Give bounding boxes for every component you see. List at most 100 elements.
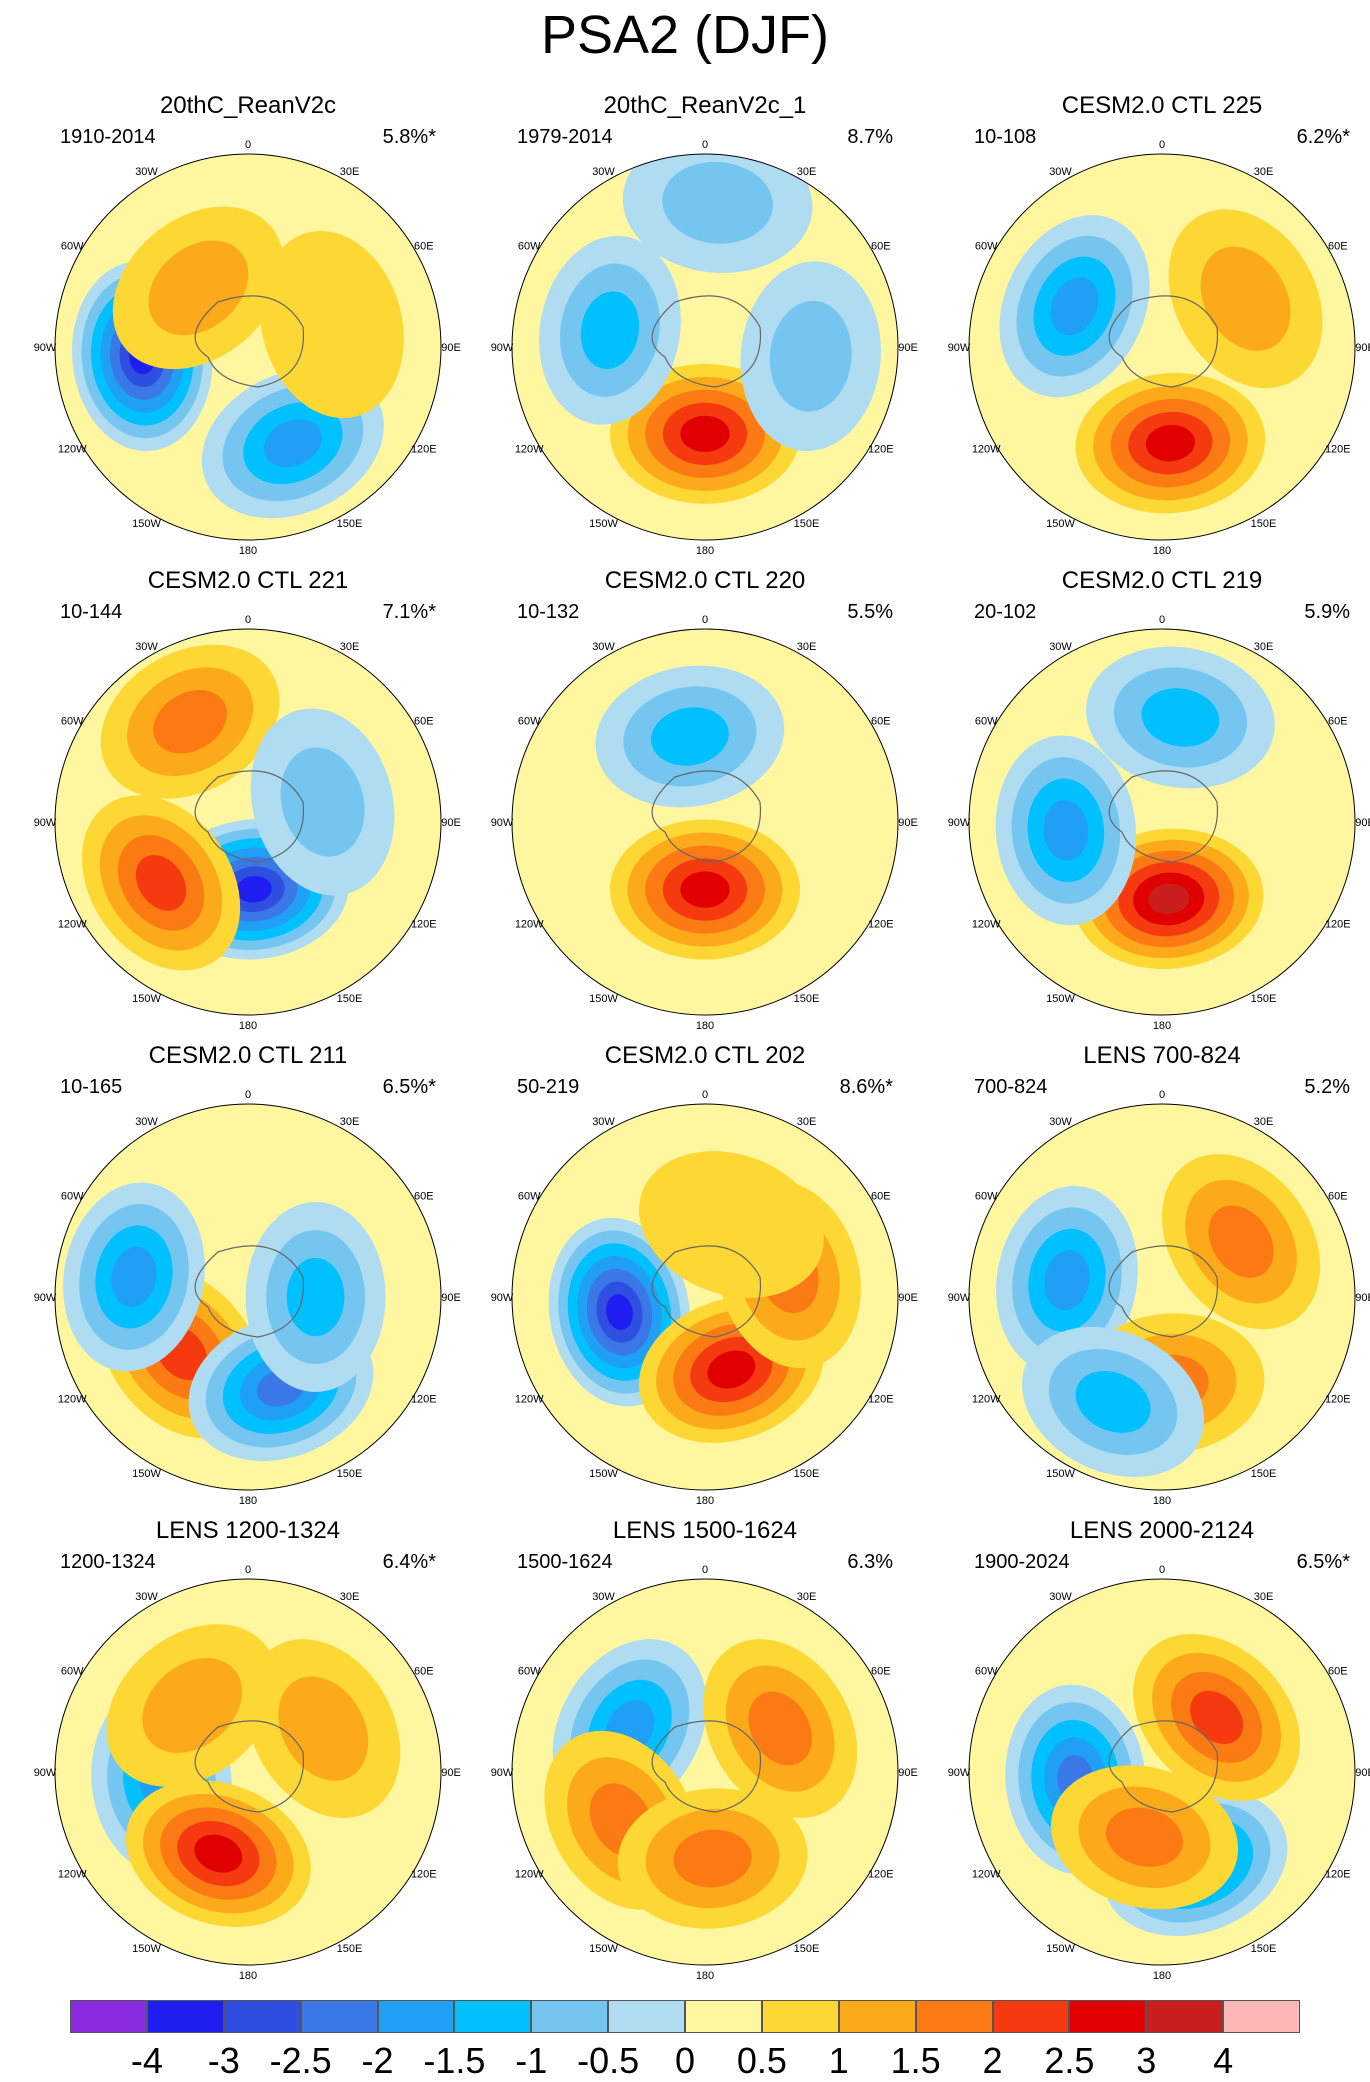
antarctica-coastline	[1108, 1245, 1219, 1338]
longitude-label: 30W	[1049, 641, 1072, 653]
anomaly-contour	[1190, 1690, 1244, 1744]
map-border	[511, 1578, 899, 1966]
longitude-label: 60E	[414, 241, 434, 253]
longitude-label: 120E	[868, 1394, 894, 1406]
colorbar-swatch	[1146, 2000, 1224, 2033]
polar-map: 0 30E 60E 90E 120E 150E 180 150W 120W 90W 60W 30W	[491, 1089, 918, 1507]
longitude-label: 150W	[1046, 1943, 1075, 1955]
anomaly-contour	[680, 871, 730, 908]
longitude-label: 90W	[948, 1767, 971, 1779]
longitude-label: 150W	[132, 1468, 161, 1480]
colorbar-tick-label: -0.5	[577, 2040, 640, 2081]
colorbar-swatch	[761, 2000, 839, 2033]
map-panel: 0 30E 60E 90E 120E 150E 180 150W 120W 90W 60W 30W CE…	[20, 1042, 476, 1514]
longitude-label: 30E	[1254, 1591, 1274, 1603]
longitude-label: 90W	[948, 817, 971, 829]
colorbar-swatch	[300, 2000, 378, 2033]
map-panel: 0 30E 60E 90E 120E 150E 180 150W 120W 90W 60W 30W LE…	[20, 1517, 476, 1989]
longitude-label: 60W	[975, 1666, 998, 1678]
longitude-label: 120E	[868, 1869, 894, 1881]
panel-title: LENS 1500-1624	[612, 1517, 798, 1544]
colorbar-swatch	[531, 2000, 609, 2033]
longitude-label: 30W	[1049, 166, 1072, 178]
longitude-label: 30E	[797, 1591, 817, 1603]
antarctica-coastline	[651, 295, 762, 388]
longitude-label: 180	[239, 545, 257, 557]
map-border	[968, 1103, 1356, 1491]
panel-variance: 7.1%*	[382, 601, 436, 623]
longitude-label: 120E	[411, 444, 437, 456]
longitude-label: 150W	[1046, 518, 1075, 530]
antarctica-coastline	[194, 295, 305, 388]
longitude-label: 60E	[1328, 241, 1348, 253]
anomaly-contour	[280, 747, 365, 857]
colorbar-tick-label: 3	[1136, 2040, 1157, 2081]
longitude-label: 60W	[518, 1666, 541, 1678]
panel-title: CESM2.0 CTL 225	[1061, 92, 1263, 119]
antarctica-coastline	[1108, 1720, 1219, 1813]
longitude-label: 0	[702, 1564, 708, 1576]
longitude-label: 180	[1153, 1970, 1171, 1982]
colorbar-swatch	[685, 2000, 762, 2033]
longitude-label: 30E	[797, 166, 817, 178]
panel-variance: 6.2%*	[1296, 126, 1350, 148]
map-panel: 0 30E 60E 90E 120E 150E 180 150W 120W 90W 60W 30W LE…	[934, 1517, 1370, 1989]
panel-variance: 6.3%	[847, 1551, 893, 1573]
panel-title: LENS 1200-1324	[155, 1517, 341, 1544]
longitude-label: 180	[696, 545, 714, 557]
antarctica-coastline	[651, 770, 762, 863]
longitude-label: 90W	[491, 342, 514, 354]
colorbar-swatch	[992, 2000, 1070, 2033]
longitude-label: 60W	[518, 1191, 541, 1203]
longitude-label: 0	[702, 614, 708, 626]
anomaly-contour	[1075, 1371, 1151, 1433]
panel-period: 10-165	[60, 1076, 123, 1098]
longitude-label: 150W	[132, 1943, 161, 1955]
map-border	[54, 153, 442, 541]
longitude-label: 60W	[518, 716, 541, 728]
longitude-label: 60W	[61, 1666, 84, 1678]
colorbar-swatch	[608, 2000, 685, 2033]
longitude-label: 30E	[340, 1591, 360, 1603]
longitude-label: 30W	[592, 166, 615, 178]
longitude-label: 60W	[61, 241, 84, 253]
longitude-label: 120W	[972, 1869, 1001, 1881]
longitude-label: 90W	[34, 1767, 57, 1779]
polar-map: 0 30E 60E 90E 120E 150E 180 150W 120W 90W 60W 30W	[948, 1089, 1370, 1507]
panel-period: 50-219	[517, 1076, 580, 1098]
antarctica-coastline	[194, 770, 305, 863]
anomaly-contour	[580, 291, 640, 370]
longitude-label: 90E	[898, 342, 918, 354]
longitude-label: 180	[696, 1970, 714, 1982]
longitude-label: 0	[1159, 614, 1165, 626]
colorbar-tick-label: 0	[674, 2040, 696, 2081]
anomaly-contour	[194, 1834, 243, 1873]
longitude-label: 60W	[518, 241, 541, 253]
longitude-label: 120W	[515, 919, 544, 931]
antarctica-coastline	[194, 1720, 305, 1813]
longitude-label: 180	[1153, 545, 1171, 557]
anomaly-contour	[235, 876, 272, 903]
polar-map: 0 30E 60E 90E 120E 150E 180 150W 120W 90W 60W 30W	[948, 1564, 1370, 1982]
panel-period: 1900-2024	[974, 1551, 1070, 1573]
longitude-label: 90E	[441, 817, 461, 829]
antarctica-coastline	[1108, 770, 1219, 863]
longitude-label: 0	[702, 139, 708, 151]
longitude-label: 120E	[1325, 919, 1351, 931]
anomaly-contour	[1050, 277, 1099, 336]
longitude-label: 0	[245, 1564, 251, 1576]
colorbar-swatch	[146, 2000, 224, 2033]
panel-variance: 6.4%*	[382, 1551, 436, 1573]
panel-variance: 6.5%*	[382, 1076, 436, 1098]
figure-title: PSA2 (DJF)	[540, 5, 830, 65]
polar-map: 0 30E 60E 90E 120E 150E 180 150W 120W 90W 60W 30W	[34, 139, 461, 557]
anomaly-contour	[606, 1294, 633, 1330]
longitude-label: 150E	[1251, 518, 1277, 530]
map-border	[968, 1578, 1356, 1966]
panel-period: 1500-1624	[517, 1551, 613, 1573]
longitude-label: 60E	[1328, 1191, 1348, 1203]
longitude-label: 180	[239, 1970, 257, 1982]
colorbar-swatch	[70, 2000, 147, 2033]
longitude-label: 30W	[1049, 1116, 1072, 1128]
longitude-label: 30W	[135, 641, 158, 653]
